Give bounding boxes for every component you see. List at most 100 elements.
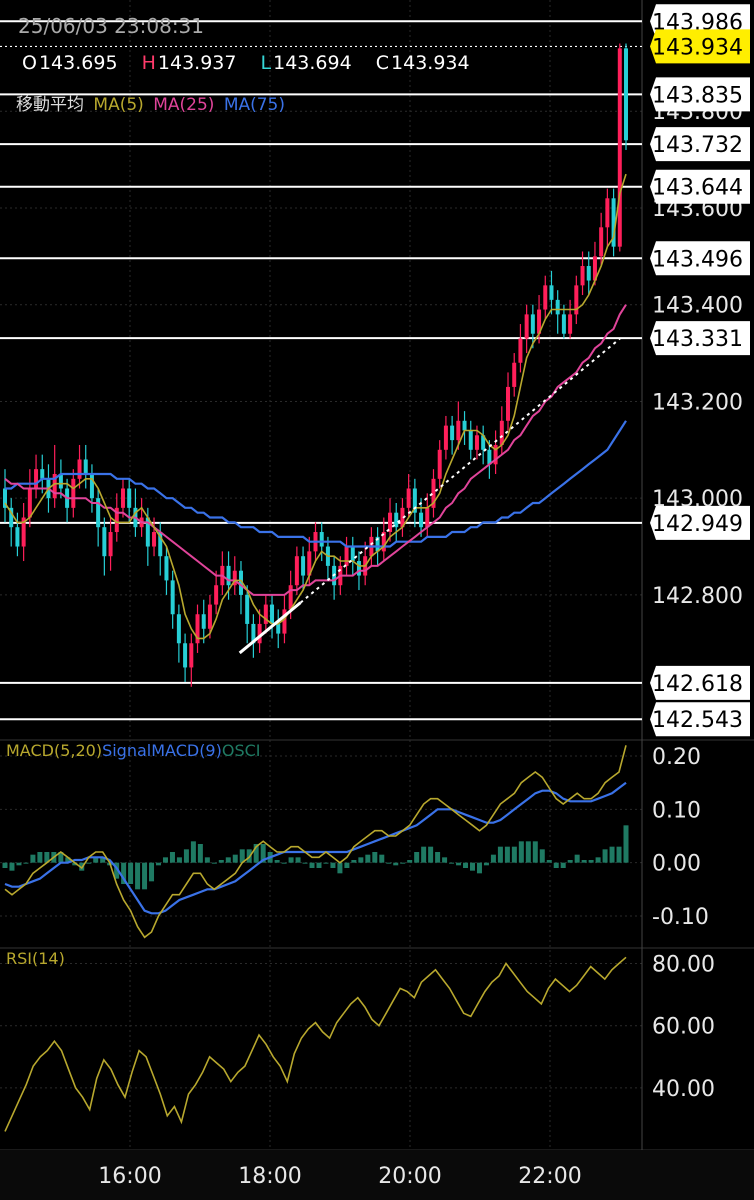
- osci-bar: [372, 852, 378, 863]
- rsi-tick-label: 80.00: [652, 953, 715, 978]
- osci-bar: [379, 854, 385, 863]
- candle-body: [412, 488, 417, 513]
- candle-body: [350, 546, 355, 562]
- trendlines: [238, 337, 621, 655]
- candle-body: [555, 299, 560, 315]
- candle-body: [524, 314, 529, 339]
- time-tick-label: 22:00: [518, 1164, 581, 1189]
- price-tag-bg: [650, 702, 750, 737]
- candle-body: [624, 48, 628, 141]
- candle-body: [506, 386, 511, 421]
- candle-body: [481, 435, 486, 450]
- candle-body: [89, 473, 94, 499]
- osci-bar: [469, 862, 475, 871]
- candle-body: [183, 643, 188, 668]
- price-tag-text: 143.732: [652, 133, 743, 158]
- price-tag-text: 143.934: [652, 35, 743, 60]
- ma25-line: [4, 304, 627, 596]
- candle-body: [456, 420, 461, 441]
- ohlc-high: H 143.937: [141, 52, 237, 74]
- candle-body: [437, 449, 442, 479]
- candle-body: [9, 507, 14, 528]
- candle-body: [270, 604, 275, 624]
- price-level-lines: [0, 20, 642, 721]
- time-tick-label: 20:00: [378, 1164, 441, 1189]
- price-tag-bg: [650, 321, 750, 356]
- osci-bar: [114, 862, 120, 879]
- osci-bar: [183, 849, 189, 863]
- osci-bar: [428, 846, 434, 863]
- moving-average-lines: [4, 173, 627, 640]
- osci-bar: [309, 862, 315, 868]
- candle-body: [356, 561, 361, 576]
- price-tick-label: 143.200: [652, 390, 743, 415]
- osci-bar: [323, 862, 329, 864]
- osci-bar: [37, 852, 43, 863]
- candle-body: [238, 570, 243, 595]
- osci-bar: [86, 862, 92, 864]
- price-tag-bg: [650, 241, 750, 276]
- price-tick-label: 143.400: [652, 294, 743, 319]
- candle-body: [96, 498, 101, 528]
- price-tag-bg: [650, 29, 750, 64]
- osci-bar: [142, 862, 148, 890]
- osci-bar: [539, 849, 545, 863]
- osci-bar: [386, 862, 392, 864]
- candle-body: [201, 614, 206, 629]
- osci-bar: [288, 857, 294, 863]
- osci-bar: [176, 857, 182, 863]
- osci-bar: [30, 854, 36, 863]
- osci-bar: [483, 862, 489, 866]
- candle-body: [307, 551, 312, 576]
- candle-body: [282, 609, 287, 634]
- osci-bar: [407, 860, 413, 863]
- candle-body: [400, 507, 405, 528]
- osci-bar: [344, 862, 350, 868]
- candle-body: [189, 643, 194, 668]
- macd-line: [4, 745, 627, 939]
- candle-body: [21, 517, 26, 547]
- candle-body: [425, 507, 430, 528]
- trendline-solid: [238, 601, 302, 655]
- osci-bar: [567, 860, 573, 863]
- price-tag-text: 143.644: [652, 176, 743, 201]
- osci-bar: [595, 857, 601, 863]
- ma-legend: 移動平均 MA(5) MA(25) MA(75): [16, 90, 289, 115]
- candle-body: [288, 585, 293, 610]
- price-tag-bg: [650, 127, 750, 162]
- osci-bar: [295, 857, 301, 863]
- osci-bar: [358, 857, 364, 863]
- osci-bar: [232, 854, 238, 863]
- osci-bar: [23, 862, 29, 864]
- rsi-line: [4, 956, 627, 1132]
- candle-body: [257, 623, 262, 644]
- candle-body: [388, 512, 393, 533]
- candle-body: [71, 478, 76, 508]
- candle-body: [499, 420, 504, 445]
- ma5-legend: MA(5): [93, 95, 144, 115]
- osci-bar: [490, 854, 496, 863]
- osci-bar: [400, 862, 406, 864]
- rsi-panel: [4, 956, 627, 1132]
- osci-bar: [602, 849, 608, 863]
- osci-bar: [504, 846, 510, 863]
- candlestick-series: [3, 43, 628, 687]
- axis-area: 143.800143.600143.400143.200143.000142.8…: [98, 4, 750, 1189]
- price-tag-bg: [650, 169, 750, 204]
- price-level-tag: 142.543: [650, 702, 750, 737]
- osci-bar: [456, 862, 462, 866]
- price-level-tag: 143.644: [650, 169, 750, 204]
- ohlc-open: O 143.695: [22, 52, 118, 74]
- osci-bar: [44, 852, 50, 863]
- time-axis-bg: [0, 1150, 754, 1200]
- macd-legend-label: MACD(5,20): [6, 741, 103, 760]
- osci-bar: [511, 846, 517, 863]
- candle-body: [431, 478, 436, 508]
- candle-body: [27, 488, 32, 518]
- osci-bar: [156, 862, 162, 866]
- candle-body: [450, 425, 455, 441]
- timestamp: 25/06/03 23:08:31: [18, 14, 205, 38]
- candle-body: [127, 488, 132, 508]
- candle-body: [605, 198, 610, 228]
